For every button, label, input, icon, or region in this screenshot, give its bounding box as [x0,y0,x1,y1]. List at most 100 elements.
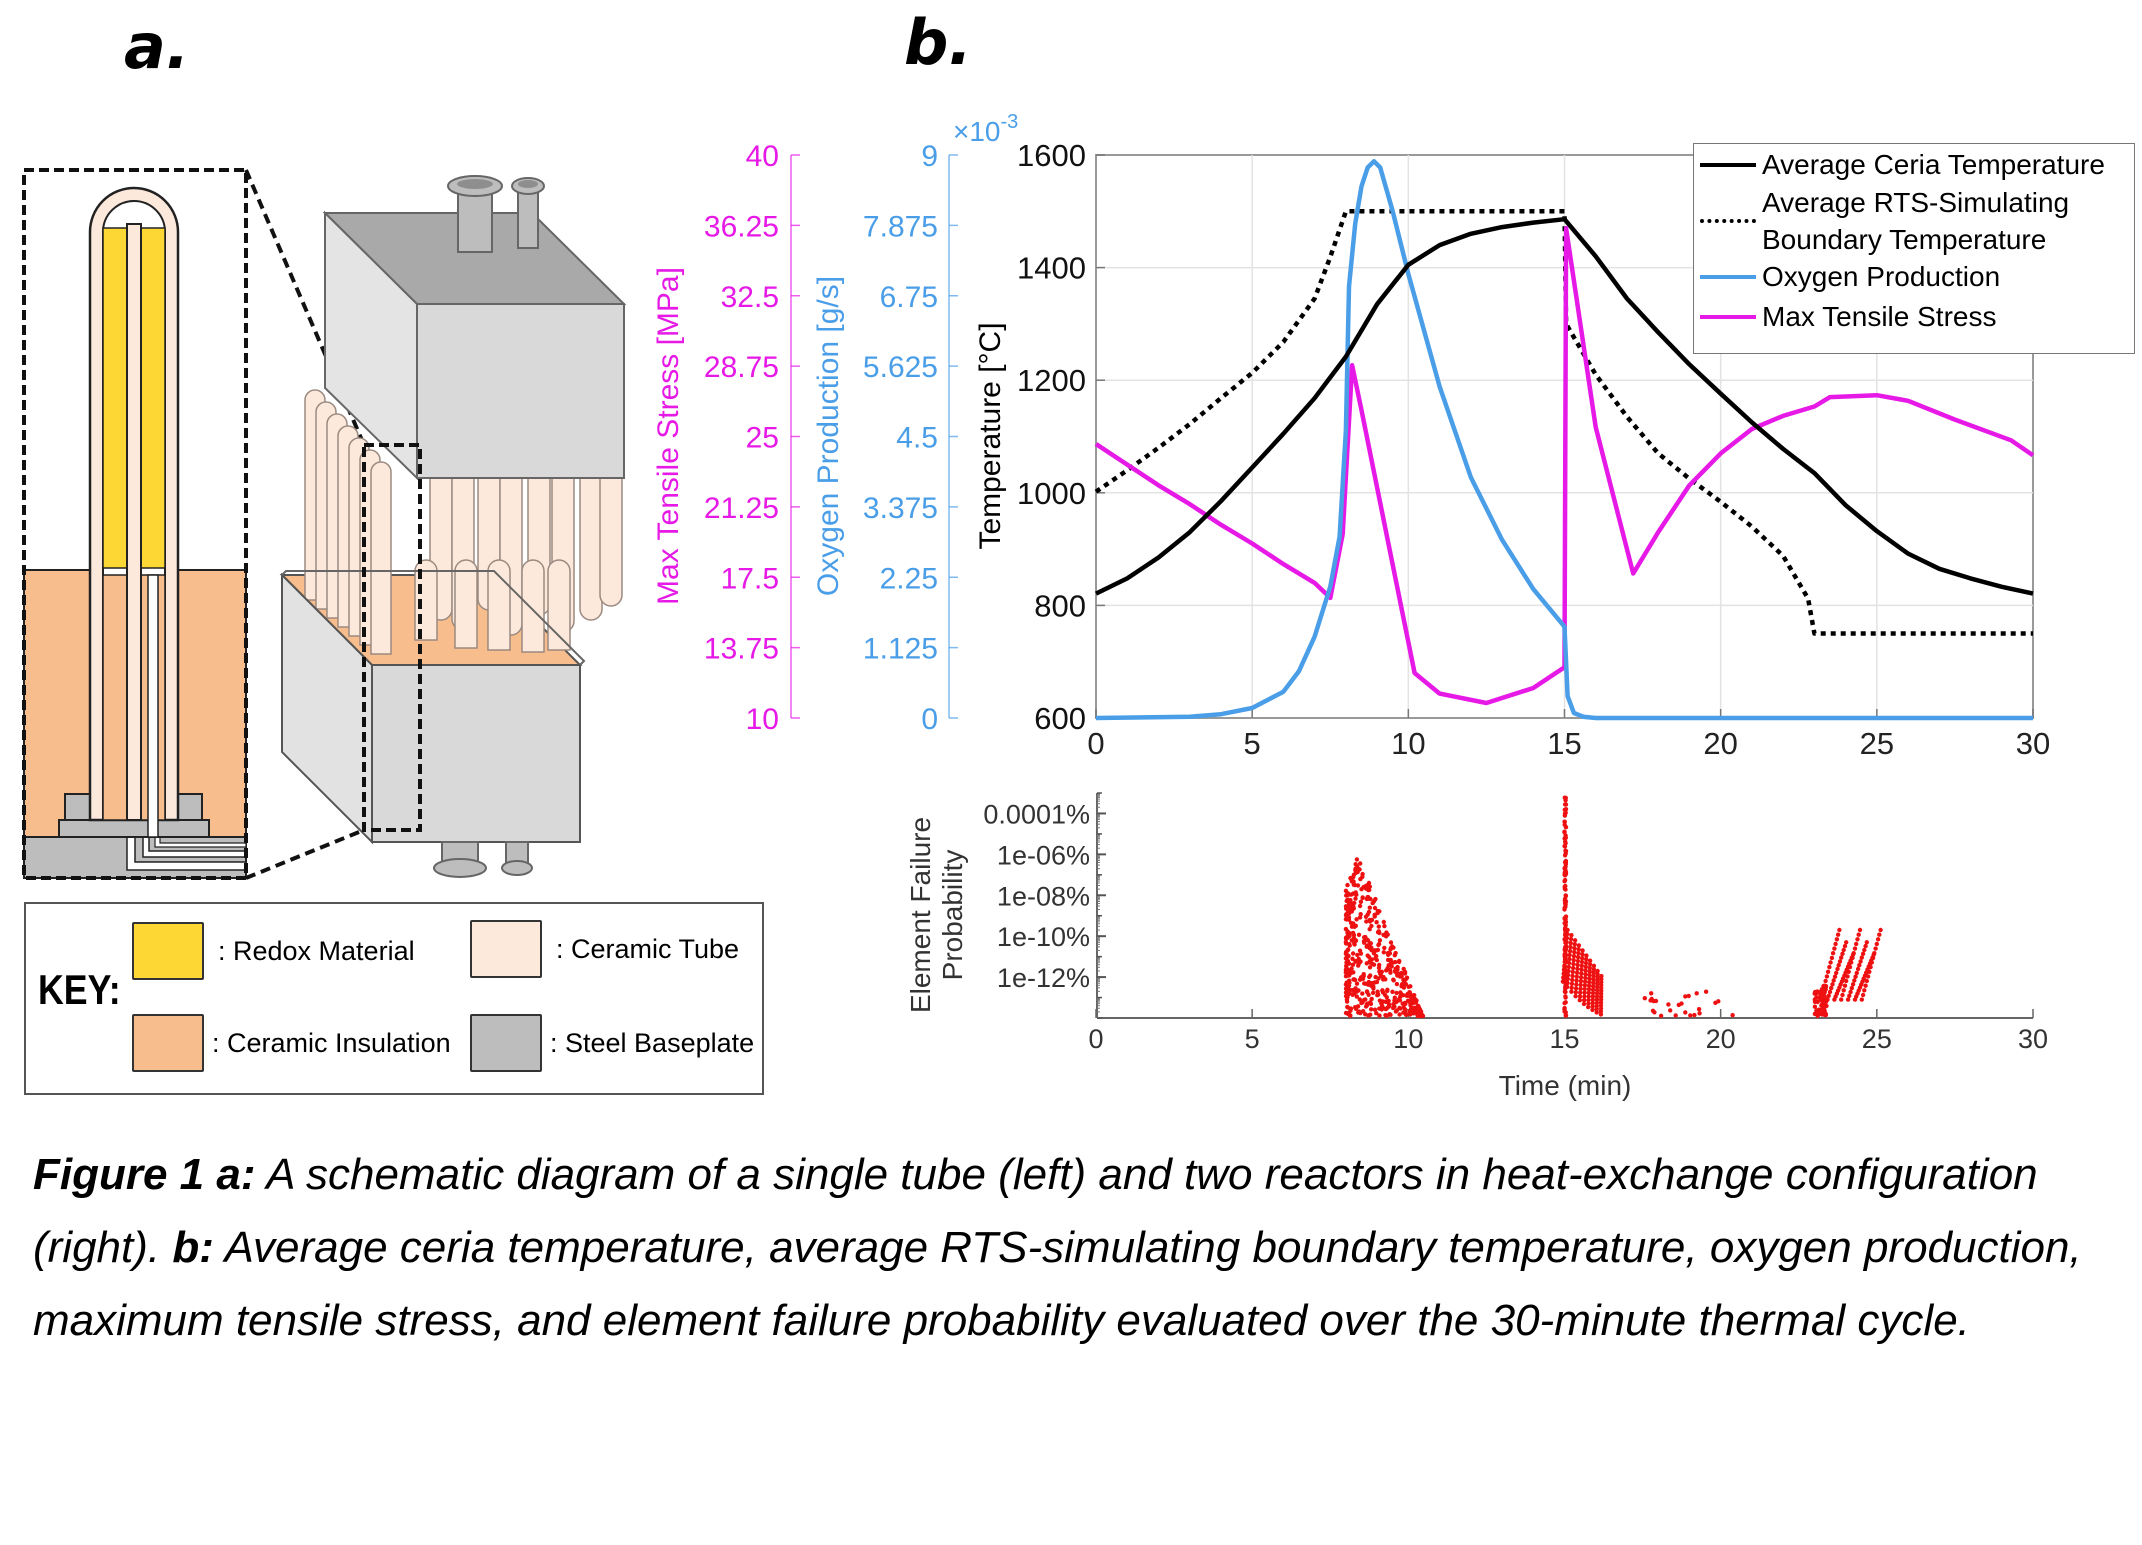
ceramic-tube [599,469,623,607]
ceramic-tube [454,559,478,649]
failure-point [1398,990,1403,995]
failure-point [1591,980,1596,985]
axis-tick-label: 6.75 [880,281,938,314]
failure-point [1649,991,1654,996]
ceramic-tube [547,559,571,651]
failure-point [1578,975,1584,980]
failure-point [1353,959,1359,964]
key-label: : Ceramic Insulation [212,1027,451,1058]
failure-point [1590,1001,1595,1006]
failure-point [1815,999,1820,1005]
failure-point [1642,996,1648,1001]
failure-point [1561,975,1566,980]
failure-point [1355,952,1360,958]
axis-tick-label: 17.5 [721,562,779,595]
failure-point [1569,985,1574,990]
failure-point [1372,1007,1378,1012]
failure-point [1374,920,1379,925]
failure-point [1349,966,1354,971]
failure-point [1860,951,1866,956]
time-tick-label: 15 [1547,726,1581,761]
failure-point [1562,955,1568,960]
failure-point [1397,998,1403,1003]
panel-label-b: b. [904,6,972,79]
failure-point [1366,954,1372,960]
failure-point [1377,962,1382,968]
failure-point [1650,1008,1656,1013]
failure-point [1567,952,1572,958]
failure-point [1356,932,1362,937]
time-tick-label: 25 [1860,726,1894,761]
failure-point [1577,998,1583,1003]
failure-point [1397,958,1402,964]
failure-point [1583,960,1589,966]
ceramic-tube [370,461,392,655]
failure-point [1864,940,1870,945]
failure-point [1869,960,1875,965]
failure-point [1844,940,1849,945]
series-lines [1094,159,2035,721]
failure-point [1357,903,1363,909]
failure-point [1376,942,1381,948]
failure-point [1856,932,1861,937]
failure-point [1359,887,1364,892]
failure-point [1372,905,1378,911]
failure-point [1407,1009,1412,1014]
failure-point [1351,977,1356,982]
failure-point [1353,870,1359,875]
failure-point [1368,960,1373,965]
failure-point [1835,966,1840,972]
failure-point [1818,997,1823,1002]
failure-point [1344,893,1349,898]
oxygen-axis: 0 1.125 2.25 3.375 4.5 5.625 6.75 7.875 9 [863,140,958,736]
failure-point [1374,1011,1379,1016]
time-tick-label: 15 [1549,1024,1579,1054]
panel-label-a: a. [124,10,190,83]
failure-point [1569,933,1574,938]
legend-swatch-dotted-black [1700,219,1756,223]
failure-point [1371,951,1377,956]
failure-point [1587,972,1592,978]
failure-point [1382,923,1387,929]
failure-point [1376,976,1381,981]
failure-point [1367,942,1372,947]
failure-point [1407,990,1412,995]
failure-point [1360,895,1365,901]
failure-point [1386,1004,1392,1009]
failure-point [1595,971,1600,977]
failure-point [1575,966,1580,971]
axis-tick-label: 3.375 [863,492,938,525]
failure-point [1730,1013,1735,1018]
failure-point [1862,988,1867,993]
failure-point [1366,909,1372,915]
legend-label: Average Ceria Temperature [1762,149,2105,180]
failure-point [1826,993,1831,998]
failure-point [1392,998,1397,1003]
oxygen-axis-multiplier: ×10-3 [953,111,1018,147]
failure-point [1867,969,1872,974]
probability-tick-label: 0.0001% [983,799,1090,829]
failure-point [1401,1005,1407,1010]
failure-point [1572,942,1578,947]
failure-point [1391,978,1396,983]
failure-point [1562,865,1567,871]
failure-point [1367,884,1373,889]
failure-point [1854,941,1859,947]
failure-point [1566,964,1572,970]
probability-tick-label: 1e-12% [997,963,1090,993]
temperature-tick-label: 1200 [1017,363,1086,398]
failure-point [1598,1012,1604,1017]
failure-point [1591,973,1596,979]
failure-point [1833,941,1838,947]
failure-point [1812,997,1818,1002]
failure-point [1383,1006,1389,1012]
failure-point [1363,997,1368,1002]
failure-point [1590,997,1596,1002]
probability-tick-label: 1e-06% [997,840,1090,870]
failure-point [1834,937,1840,942]
failure-point [1697,1011,1702,1016]
caption-text-a: A schematic diagram of a single tube (le… [33,1150,2038,1272]
failure-point [1410,995,1416,1000]
failure-point [1348,1006,1354,1011]
failure-point [1563,989,1568,995]
